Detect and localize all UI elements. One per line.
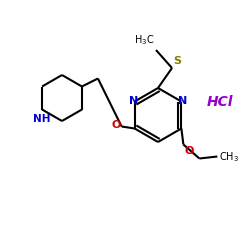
Text: NH: NH <box>33 114 51 124</box>
Text: O: O <box>111 120 120 130</box>
Text: N: N <box>178 96 187 106</box>
Text: S: S <box>173 56 181 66</box>
Text: O: O <box>184 146 194 156</box>
Text: N: N <box>129 96 138 106</box>
Text: CH$_3$: CH$_3$ <box>220 150 240 164</box>
Text: H$_3$C: H$_3$C <box>134 33 154 47</box>
Text: HCl: HCl <box>207 95 234 109</box>
